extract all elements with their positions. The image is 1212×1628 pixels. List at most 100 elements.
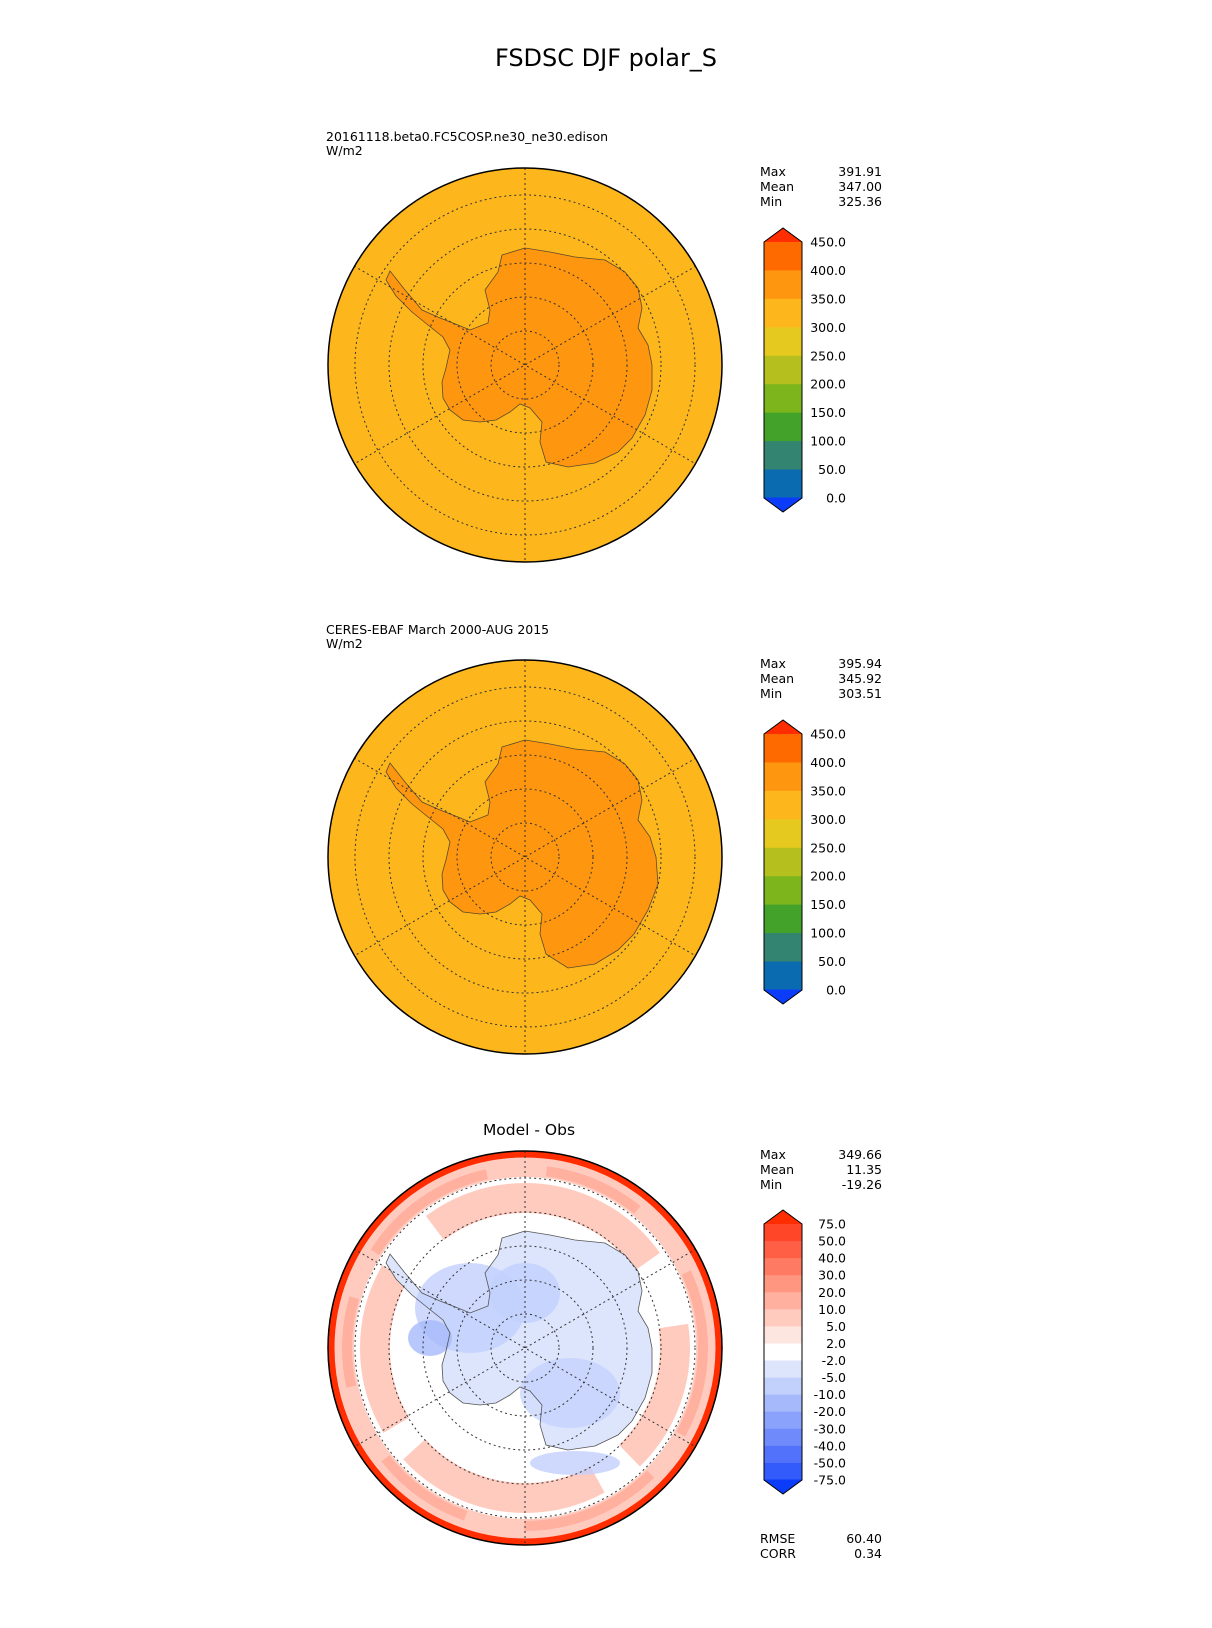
colorbar-swatch: [764, 1445, 802, 1464]
colorbar-tick-label: -5.0: [822, 1370, 846, 1385]
colorbar-outline: [763, 719, 803, 1005]
colorbar-tick-label: -20.0: [814, 1404, 846, 1419]
colorbar-swatch: [764, 1343, 802, 1362]
model-title-line-2: W/m2: [326, 143, 363, 158]
colorbar-swatch: [764, 327, 802, 357]
diff-stat-label: Max: [760, 1147, 786, 1162]
colorbar-tick-label: 50.0: [818, 954, 846, 969]
colorbar-tick-label: 5.0: [826, 1319, 846, 1334]
colorbar-swatch: [764, 790, 802, 820]
colorbar-swatch: [764, 1258, 802, 1276]
colorbar-swatch: [764, 1394, 802, 1413]
colorbar-tick-label: 100.0: [810, 434, 846, 449]
colorbar-outline: [763, 227, 803, 513]
obs-title-line-2: W/m2: [326, 636, 363, 651]
obs-stat-label: Min: [760, 686, 783, 701]
diff-stat-value: 11.35: [846, 1162, 882, 1177]
colorbar-tick-label: 50.0: [818, 1234, 846, 1249]
corr-value: 0.34: [854, 1546, 882, 1561]
figure-title: FSDSC DJF polar_S: [494, 44, 718, 72]
diff-negative-patch: [408, 1320, 452, 1356]
colorbar-swatch: [764, 1411, 802, 1430]
colorbar-swatch: [764, 497, 802, 512]
colorbar-swatch: [764, 469, 802, 499]
colorbar-swatch: [764, 876, 802, 906]
diff-graticule: [353, 1151, 697, 1545]
obs-polar-map: [327, 659, 723, 1055]
colorbar-swatch: [764, 961, 802, 991]
obs-colorbar: 450.0 400.0 350.0 300.0 250.0 200.0 150.0 100.0…: [763, 719, 846, 1005]
diff-stat-value: 349.66: [838, 1147, 882, 1162]
colorbar-tick-label: -10.0: [814, 1387, 846, 1402]
colorbar-swatch: [764, 1275, 802, 1293]
model-panel-title: 20161118.beta0.FC5COSP.ne30_ne30.edison …: [326, 130, 608, 158]
colorbar-tick-label: 300.0: [810, 812, 846, 827]
diff-map-boundary: [327, 1150, 723, 1546]
colorbar-swatch: [764, 242, 802, 272]
obs-stat-label: Max: [760, 656, 786, 671]
colorbar-swatch: [764, 734, 802, 764]
rmse-value: 60.40: [846, 1531, 882, 1546]
colorbar-swatch: [764, 1309, 802, 1327]
colorbar-tick-label: 150.0: [810, 897, 846, 912]
colorbar-tick-label: 50.0: [818, 462, 846, 477]
obs-map-boundary: [327, 659, 723, 1055]
obs-title-line-1: CERES-EBAF March 2000-AUG 2015: [326, 622, 550, 637]
colorbar-tick-label: -50.0: [814, 1455, 846, 1470]
colorbar-tick-label: 300.0: [810, 320, 846, 335]
colorbar-swatch: [764, 1292, 802, 1310]
model-stat-value: 391.91: [838, 164, 882, 179]
colorbar-swatch: [764, 1377, 802, 1396]
diff-negative-patch: [530, 1451, 620, 1475]
colorbar-swatch: [764, 441, 802, 471]
model-stat-label: Min: [760, 194, 783, 209]
colorbar-tick-label: 250.0: [810, 348, 846, 363]
model-stat-label: Max: [760, 164, 786, 179]
colorbar-swatch: [764, 819, 802, 849]
colorbar-tick-label: 75.0: [818, 1217, 846, 1232]
colorbar-swatch: [764, 412, 802, 442]
colorbar-swatch: [764, 1428, 802, 1447]
colorbar-swatch: [764, 904, 802, 934]
colorbar-swatch: [764, 298, 802, 328]
colorbar-tick-label: 200.0: [810, 377, 846, 392]
diff-stat-value: -19.26: [841, 1177, 882, 1192]
corr-label: CORR: [760, 1546, 796, 1561]
obs-stat-value: 303.51: [838, 686, 882, 701]
colorbar-tick-label: 200.0: [810, 869, 846, 884]
colorbar-tick-label: 250.0: [810, 840, 846, 855]
obs-stats: Max 395.94 Mean 345.92 Min 303.51: [760, 656, 882, 701]
diff-colorbar: 75.0 50.0 40.0 30.0 20.0 10.0 5.0 2.0 -2.0 -5.0 -1…: [763, 1209, 846, 1495]
colorbar-tick-label: 400.0: [810, 755, 846, 770]
colorbar-swatch: [764, 989, 802, 1004]
diff-stats: Max 349.66 Mean 11.35 Min -19.26: [760, 1147, 882, 1192]
colorbar-swatch: [764, 384, 802, 414]
model-stat-value: 347.00: [838, 179, 882, 194]
diff-stat-label: Mean: [760, 1162, 795, 1177]
colorbar-tick-label: 40.0: [818, 1251, 846, 1266]
obs-panel-title: CERES-EBAF March 2000-AUG 2015 W/m2: [326, 623, 549, 651]
colorbar-swatch: [764, 1210, 802, 1225]
obs-stat-label: Mean: [760, 671, 795, 686]
colorbar-tick-label: -75.0: [814, 1473, 846, 1488]
colorbar-tick-label: 400.0: [810, 263, 846, 278]
diff-panel-title: Model - Obs: [482, 1121, 576, 1139]
colorbar-outline: [763, 1209, 803, 1495]
colorbar-swatch: [764, 1224, 802, 1242]
colorbar-swatch: [764, 1241, 802, 1259]
model-stats: Max 391.91 Mean 347.00 Min 325.36: [760, 164, 882, 209]
model-stat-value: 325.36: [838, 194, 882, 209]
rmse-label: RMSE: [760, 1531, 796, 1546]
colorbar-swatch: [764, 228, 802, 243]
colorbar-swatch: [764, 1326, 802, 1345]
colorbar-swatch: [764, 1462, 802, 1481]
model-colorbar: 450.0 400.0 350.0 300.0 250.0 200.0 150.0 100.0…: [763, 227, 846, 513]
obs-stat-value: 395.94: [838, 656, 882, 671]
colorbar-tick-label: -2.0: [822, 1353, 846, 1368]
colorbar-tick-label: 0.0: [826, 983, 846, 998]
colorbar-swatch: [764, 270, 802, 300]
colorbar-tick-label: 2.0: [826, 1336, 846, 1351]
colorbar-tick-label: -30.0: [814, 1421, 846, 1436]
colorbar-tick-label: 450.0: [810, 235, 846, 250]
model-antarctica-land: [385, 247, 653, 468]
